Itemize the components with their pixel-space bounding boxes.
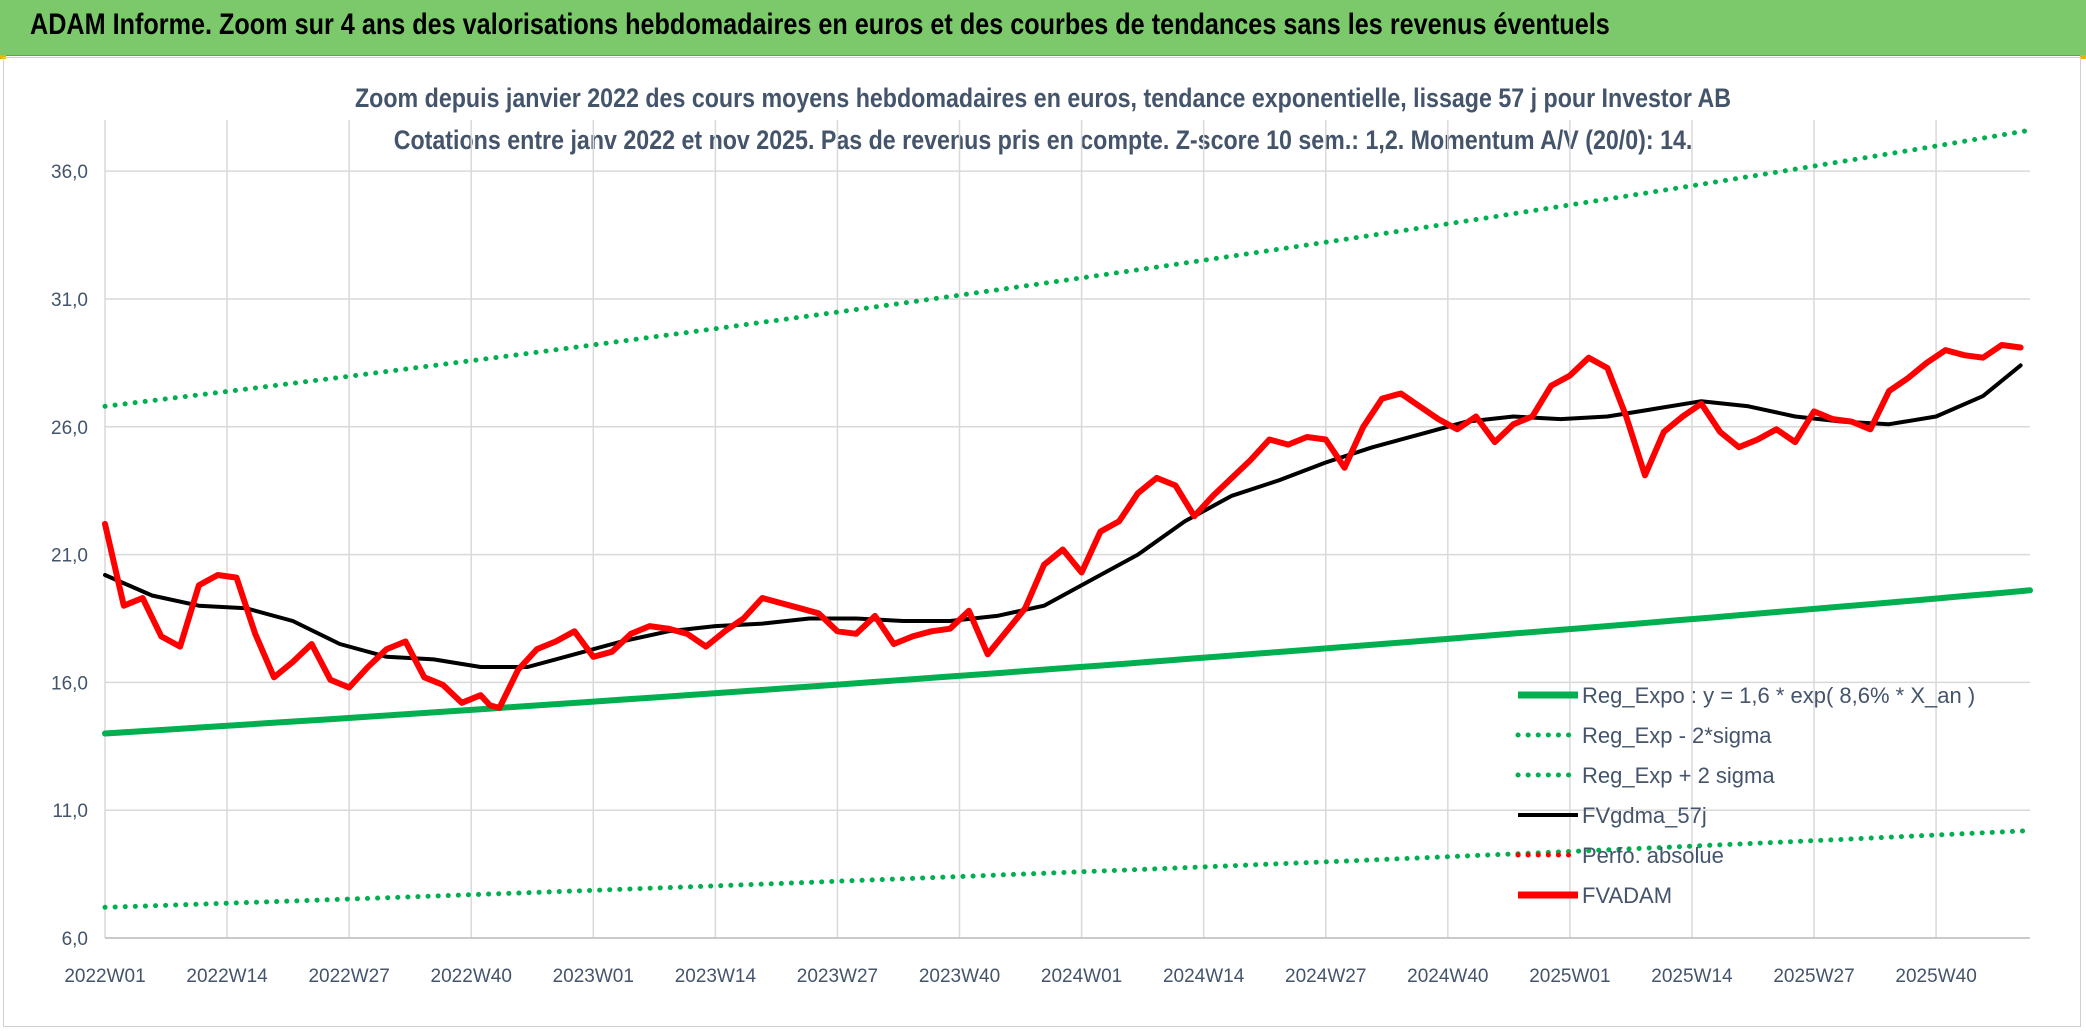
x-tick-label: 2025W14	[1651, 966, 1733, 987]
y-tick-label: 11,0	[52, 801, 88, 822]
report-banner: ADAM Informe. Zoom sur 4 ans des valoris…	[0, 0, 2086, 56]
x-tick-label: 2022W01	[64, 966, 145, 987]
x-tick-label: 2023W40	[919, 966, 1000, 987]
legend-label: FVADAM	[1582, 883, 1672, 908]
x-tick-label: 2024W01	[1041, 966, 1122, 987]
y-tick-label: 26,0	[51, 418, 88, 439]
series-line-reg-expo-y-1-6-exp-8-6-x-an	[102, 587, 2033, 737]
report-title: ADAM Informe. Zoom sur 4 ans des valoris…	[30, 8, 1610, 41]
legend-label: Reg_Expo : y = 1,6 * exp( 8,6% * X_an )	[1582, 683, 1975, 708]
legend: Reg_Expo : y = 1,6 * exp( 8,6% * X_an ) R…	[1515, 683, 1975, 908]
x-tick-label: 2024W14	[1163, 966, 1245, 987]
x-tick-label: 2025W40	[1895, 966, 1976, 987]
chart-frame	[3, 57, 2081, 1027]
corner-mark	[2080, 55, 2086, 59]
y-tick-label: 6,0	[62, 929, 88, 950]
x-tick-label: 2025W27	[1773, 966, 1854, 987]
x-tick-label: 2025W01	[1529, 966, 1610, 987]
x-tick-label: 2022W27	[308, 966, 389, 987]
series-line-fvgdma-57j	[103, 363, 2023, 669]
y-tick-label: 16,0	[51, 673, 88, 694]
x-tick-label: 2024W27	[1285, 966, 1366, 987]
y-tick-label: 31,0	[51, 290, 88, 311]
chart-subtitle: Cotations entre janv 2022 et nov 2025. P…	[393, 125, 1693, 155]
y-tick-label: 36,0	[51, 162, 88, 183]
y-tick-label: 21,0	[51, 546, 88, 567]
x-tick-label: 2022W14	[186, 966, 268, 987]
x-tick-label: 2023W14	[675, 966, 757, 987]
x-tick-label: 2023W01	[553, 966, 634, 987]
x-tick-label: 2024W40	[1407, 966, 1488, 987]
grid-lines	[104, 120, 2030, 939]
series-line-fvadam	[102, 342, 2024, 711]
legend-label: Reg_Exp - 2*sigma	[1582, 723, 1772, 748]
legend-label: Reg_Exp + 2 sigma	[1582, 763, 1775, 788]
x-tick-label: 2023W27	[797, 966, 878, 987]
chart-title: Zoom depuis janvier 2022 des cours moyen…	[354, 83, 1731, 113]
series-line-reg-exp-2-sigma	[102, 127, 2033, 409]
x-tick-label: 2022W40	[431, 966, 512, 987]
legend-label: Perfo. absolue	[1582, 843, 1724, 868]
legend-label: FVgdma_57j	[1582, 803, 1707, 828]
series-line-reg-exp-2-sigma	[102, 828, 2033, 910]
